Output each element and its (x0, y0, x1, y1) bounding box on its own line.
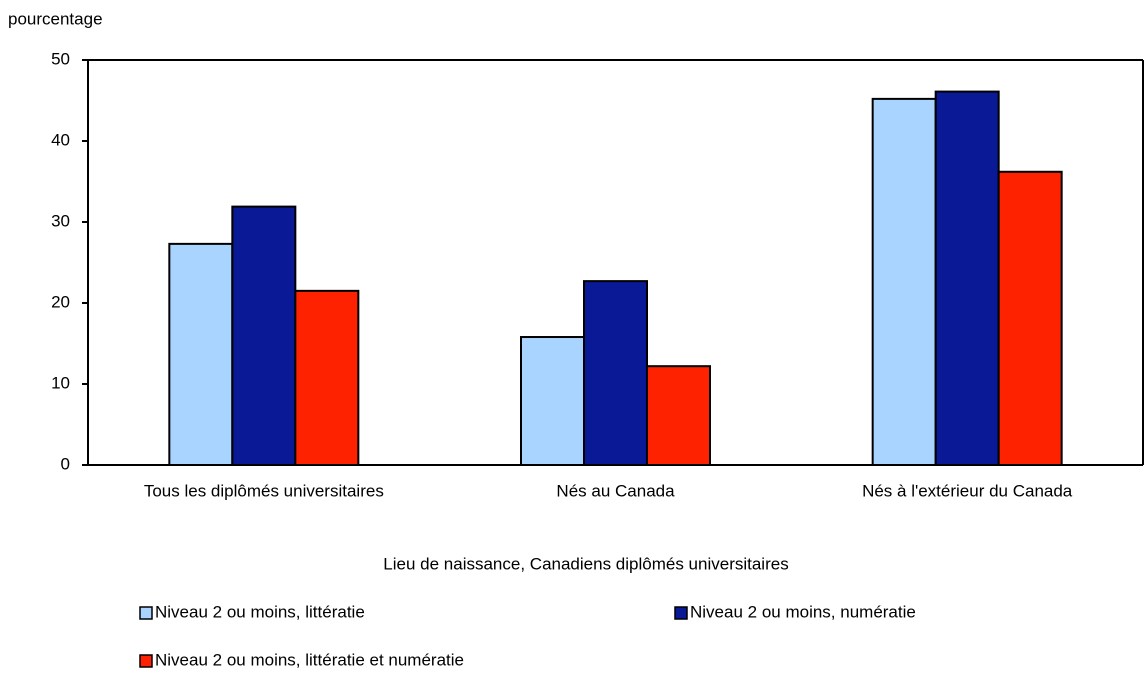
x-axis-label: Lieu de naissance, Canadiens diplômés un… (383, 554, 788, 573)
bar (520, 336, 585, 466)
y-tick-label: 30 (51, 211, 70, 230)
legend-swatch (139, 606, 153, 620)
x-tick-label: Nés à l'extérieur du Canada (862, 481, 1073, 500)
legend-label: Niveau 2 ou moins, littératie et numérat… (155, 650, 464, 669)
legend-swatch (674, 606, 688, 620)
legend-swatch (139, 654, 153, 668)
bar (583, 280, 648, 466)
y-tick-label: 50 (51, 49, 70, 68)
y-tick-label: 40 (51, 130, 70, 149)
y-tick-label: 0 (61, 454, 70, 473)
y-axis-label: pourcentage (8, 9, 103, 28)
y-tick-label: 20 (51, 292, 70, 311)
bar (231, 205, 297, 467)
bar (168, 242, 234, 466)
x-tick-label: Nés au Canada (556, 481, 675, 500)
bar (934, 90, 1000, 466)
bar (646, 365, 711, 466)
legend-label: Niveau 2 ou moins, numératie (690, 602, 916, 621)
bar (997, 170, 1063, 466)
bar (294, 289, 360, 466)
legend-label: Niveau 2 ou moins, littératie (155, 602, 365, 621)
x-tick-label: Tous les diplômés universitaires (144, 481, 384, 500)
y-tick-label: 10 (51, 373, 70, 392)
bar (871, 97, 937, 466)
